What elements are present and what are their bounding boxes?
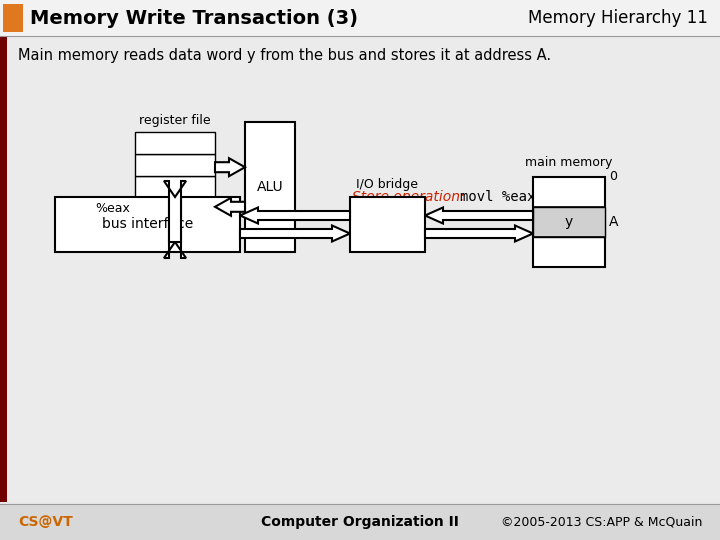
- Text: CS@VT: CS@VT: [18, 515, 73, 529]
- Polygon shape: [215, 158, 245, 176]
- Bar: [55, 197, 240, 252]
- Bar: [135, 154, 215, 176]
- Bar: [245, 122, 295, 252]
- Text: y: y: [171, 202, 179, 216]
- Text: register file: register file: [139, 114, 211, 127]
- Text: A: A: [609, 215, 618, 229]
- Text: I/O bridge: I/O bridge: [356, 178, 418, 191]
- Bar: [3, 4, 23, 32]
- Bar: [135, 220, 215, 242]
- Polygon shape: [164, 181, 186, 242]
- Bar: [135, 132, 215, 154]
- Text: ALU: ALU: [257, 180, 283, 194]
- Bar: [350, 197, 425, 252]
- Bar: [0, 504, 720, 540]
- Polygon shape: [215, 198, 245, 216]
- Text: main memory: main memory: [526, 156, 613, 169]
- Text: y: y: [565, 215, 573, 229]
- Text: Computer Organization II: Computer Organization II: [261, 515, 459, 529]
- Bar: [135, 176, 215, 198]
- Text: Store operation:: Store operation:: [352, 190, 469, 204]
- Text: Main memory reads data word y from the bus and stores it at address A.: Main memory reads data word y from the b…: [18, 48, 551, 63]
- Bar: [533, 177, 605, 267]
- Text: 0: 0: [609, 171, 617, 184]
- Text: movl %eax,  A: movl %eax, A: [460, 190, 569, 204]
- Polygon shape: [425, 207, 533, 224]
- Text: ©2005-2013 CS:APP & McQuain: ©2005-2013 CS:APP & McQuain: [500, 516, 702, 529]
- Bar: [533, 207, 605, 237]
- Text: %eax: %eax: [95, 202, 130, 215]
- Text: Memory Hierarchy 11: Memory Hierarchy 11: [528, 9, 708, 27]
- Bar: [7, 36, 720, 502]
- Polygon shape: [425, 226, 533, 241]
- Bar: [135, 198, 215, 220]
- Text: Memory Write Transaction (3): Memory Write Transaction (3): [30, 9, 358, 28]
- Text: bus interface: bus interface: [102, 218, 193, 232]
- Polygon shape: [240, 226, 350, 241]
- Bar: [0, 36, 7, 502]
- Bar: [0, 0, 720, 36]
- Polygon shape: [240, 207, 350, 224]
- Polygon shape: [164, 197, 186, 258]
